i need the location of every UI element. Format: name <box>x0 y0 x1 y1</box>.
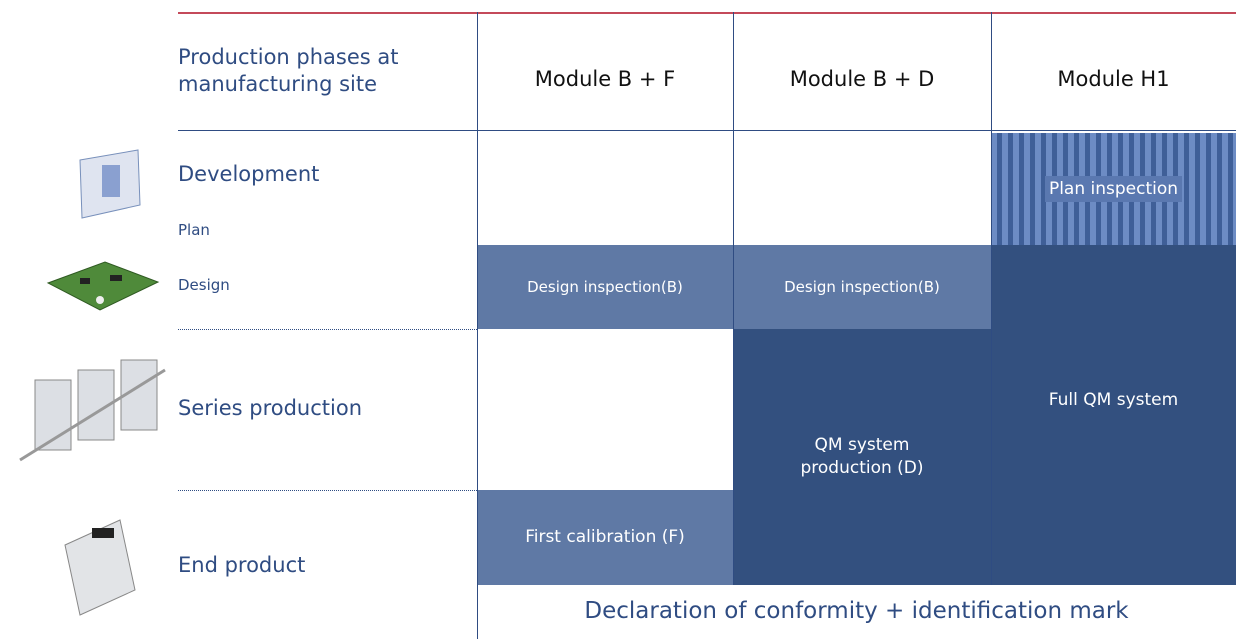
icons <box>19 149 166 616</box>
cell: Plan inspection <box>991 133 1236 245</box>
cell: Design inspection(B) <box>733 245 991 329</box>
phase-label: Development <box>178 162 320 186</box>
column-line <box>733 12 734 585</box>
phase-divider <box>178 329 477 330</box>
cell: QM system production (D) <box>733 329 991 585</box>
column-line <box>477 12 478 639</box>
column-header: Module B + D <box>789 67 935 91</box>
board-icon <box>46 261 160 311</box>
phase-label: Series production <box>178 396 363 420</box>
cell: First calibration (F) <box>477 490 733 585</box>
phase-label: Design <box>178 276 230 294</box>
series-icon <box>19 359 166 462</box>
cell-label: Plan inspection <box>1044 175 1183 203</box>
product-icon <box>64 519 136 616</box>
header-rule <box>178 130 1236 131</box>
phases-title: Production phases at manufacturing site <box>178 45 399 97</box>
column-line <box>991 12 992 585</box>
phase-label: Plan <box>178 221 210 239</box>
footer: Declaration of conformity + identificati… <box>584 598 1129 624</box>
top-rule <box>178 12 1236 14</box>
plan-icon <box>79 149 141 219</box>
cell: Full QM system <box>991 245 1236 585</box>
column-header: Module B + F <box>534 67 676 91</box>
column-header: Module H1 <box>1057 67 1170 91</box>
phase-label: End product <box>178 553 306 577</box>
cell: Design inspection(B) <box>477 245 733 329</box>
phase-divider <box>178 490 477 491</box>
